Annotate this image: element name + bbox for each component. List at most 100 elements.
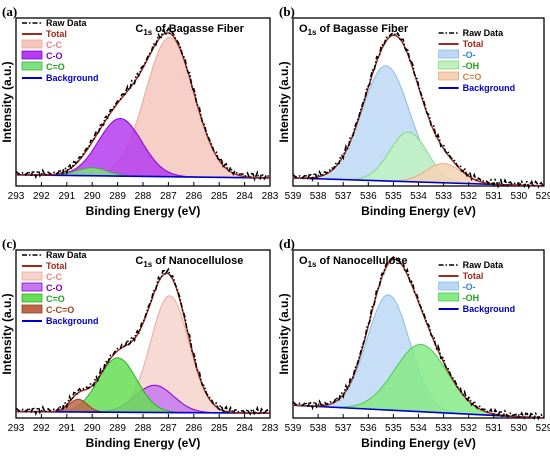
x-tick-label: 533 [435, 423, 452, 434]
x-axis-label: Binding Energy (eV) [86, 204, 201, 218]
legend-peak-swatch [21, 39, 43, 49]
legend-label: -O- [463, 50, 476, 60]
x-tick-label: 288 [135, 191, 152, 202]
legend-label: Total [46, 261, 67, 271]
x-tick-label: 287 [160, 191, 177, 202]
legend-label: Raw Data [463, 28, 505, 38]
x-tick-label: 293 [8, 423, 25, 434]
x-tick-label: 530 [511, 423, 528, 434]
x-tick-label: 539 [285, 191, 302, 202]
x-tick-label: 290 [84, 191, 101, 202]
x-axis-label: Binding Energy (eV) [86, 436, 201, 450]
x-tick-label: 287 [160, 423, 177, 434]
x-tick-label: 291 [58, 191, 75, 202]
legend-peak-swatch [438, 60, 459, 70]
legend-label: Total [463, 39, 484, 49]
legend-label: C=O [46, 62, 65, 72]
legend-peak-swatch [21, 304, 43, 314]
legend-label: -OH [463, 61, 480, 71]
x-tick-label: 292 [33, 423, 50, 434]
x-tick-label: 284 [236, 191, 253, 202]
legend-peak-swatch [21, 61, 43, 71]
y-axis-label: Intensity (a.u.) [0, 61, 14, 142]
raw-data-curve [292, 31, 544, 190]
panel-a: 293 292 291 290 289 288 287 286 285 284 283 Binding… [0, 4, 279, 218]
legend-label: C-O [46, 51, 63, 61]
x-tick-label: 537 [335, 191, 352, 202]
x-tick-label: 537 [335, 423, 352, 434]
legend-label: C-C [46, 272, 62, 282]
panel-d: 539 538 537 536 535 534 533 532 531 530 529 Binding… [277, 236, 550, 450]
x-tick-label: 533 [435, 191, 452, 202]
x-tick-label: 284 [236, 423, 253, 434]
x-tick-label: 292 [33, 191, 50, 202]
x-tick-label: 290 [84, 423, 101, 434]
x-tick-label: 532 [460, 191, 477, 202]
y-axis-label: Intensity (a.u.) [277, 61, 291, 142]
chart-title: O1s of Bagasse Fiber [299, 23, 409, 37]
y-axis-label: Intensity (a.u.) [277, 293, 291, 374]
x-tick-label: 283 [262, 191, 279, 202]
legend-label: Background [463, 83, 516, 93]
x-tick-label: 285 [211, 423, 228, 434]
legend-label: C=O [463, 72, 482, 82]
legend-label: C=O [46, 294, 65, 304]
legend-label: Background [46, 73, 99, 83]
panel-label: (d) [279, 236, 295, 251]
background-line [15, 174, 271, 179]
x-tick-label: 286 [185, 423, 202, 434]
y-axis-label: Intensity (a.u.) [0, 293, 14, 374]
x-tick-label: 532 [460, 423, 477, 434]
legend-label: -OH [463, 293, 480, 303]
chart-title: O1s of Nanocellulose [299, 255, 408, 269]
panel-label: (b) [279, 4, 295, 19]
legend-peak-swatch [438, 281, 459, 291]
x-tick-label: 293 [8, 191, 25, 202]
x-tick-label: 534 [410, 191, 427, 202]
legend-label: Background [46, 316, 99, 326]
x-tick-label: 538 [310, 423, 327, 434]
legend-peak-swatch [438, 71, 459, 81]
x-tick-label: 535 [385, 423, 402, 434]
panel-label: (a) [2, 4, 17, 19]
legend-peak-swatch [21, 293, 43, 303]
x-tick-label: 538 [310, 191, 327, 202]
panel-label: (c) [2, 236, 16, 251]
legend-label: Total [46, 29, 67, 39]
x-tick-label: 283 [262, 423, 279, 434]
legend-label: C-C=O [46, 305, 74, 315]
legend-label: Total [463, 271, 484, 281]
x-tick-label: 289 [109, 423, 126, 434]
legend-peak-swatch [438, 49, 459, 59]
x-tick-label: 531 [485, 191, 502, 202]
legend-peak-swatch [21, 50, 43, 60]
chart-title: C1s of Nanocellulose [135, 255, 243, 269]
raw-data-curve [15, 267, 270, 418]
x-tick-label: 289 [109, 191, 126, 202]
legend-label: Raw Data [46, 250, 88, 260]
x-tick-label: 529 [536, 191, 550, 202]
x-tick-label: 534 [410, 423, 427, 434]
x-tick-label: 536 [360, 423, 377, 434]
x-tick-label: 536 [360, 191, 377, 202]
x-tick-label: 288 [135, 423, 152, 434]
legend-peak-swatch [438, 292, 459, 302]
legend-label: Raw Data [463, 260, 505, 270]
legend-peak-swatch [21, 271, 43, 281]
x-tick-label: 535 [385, 191, 402, 202]
panel-c: 293 292 291 290 289 288 287 286 285 284 283 Binding… [0, 236, 279, 450]
legend-label: Raw Data [46, 18, 88, 28]
legend-label: C-C [46, 40, 62, 50]
legend-label: Background [463, 304, 516, 314]
x-tick-label: 285 [211, 191, 228, 202]
chart-title: C1s of Bagasse Fiber [135, 23, 244, 37]
panel-b: 539 538 537 536 535 534 533 532 531 530 529 Binding… [277, 4, 550, 218]
x-tick-label: 539 [285, 423, 302, 434]
x-tick-label: 531 [485, 423, 502, 434]
total-envelope [16, 32, 270, 179]
